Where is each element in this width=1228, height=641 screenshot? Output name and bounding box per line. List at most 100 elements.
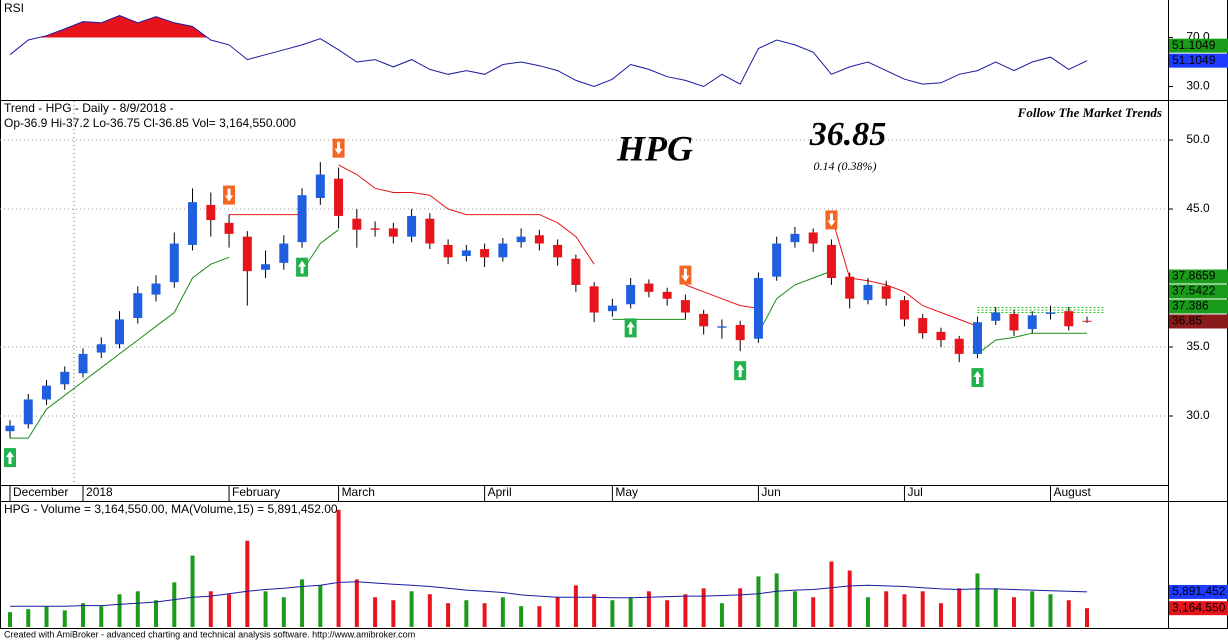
candle-body [461,250,471,256]
x-tick-label: Jun [761,485,780,499]
volume-bar [300,579,305,627]
candle-body [717,326,727,328]
x-tick-label: December [13,485,68,499]
x-tick-label: 2018 [86,485,113,499]
candle-body [425,218,435,244]
annotation: Follow The Market Trends [1017,105,1162,120]
volume-bar [117,594,122,627]
volume-bar [792,591,797,627]
candle-body [680,300,690,313]
volume-bar [957,588,962,627]
candle-body [991,312,1001,321]
volume-bar [8,612,12,627]
volume-bar [975,573,980,627]
rsi-title: RSI [4,1,24,15]
volume-bar [44,606,49,627]
volume-bar [902,594,907,627]
candle-body [188,202,198,245]
candle-body [936,331,946,341]
volume-bar [227,594,232,627]
volume-bar [665,600,670,627]
volume-bar [154,600,159,627]
sell-signal-arrow [334,141,343,155]
candle-body [334,178,344,216]
candle-body [5,425,15,432]
candle-body [261,264,271,270]
volume-bar [446,603,451,627]
volume-bar [81,603,86,627]
x-tick-label: August [1053,485,1091,499]
candle-body [388,228,398,237]
volume-bar [1048,594,1053,627]
x-tick-label: May [615,485,638,499]
candle-body [589,286,599,313]
candle-body [498,243,508,258]
candle-body [169,243,179,283]
candle-body [571,258,581,285]
axis-marker-label: 3,164,550 [1172,600,1226,614]
x-tick-label: March [342,485,375,499]
sell-signal [223,185,236,205]
candle-body [607,305,617,312]
volume-bar [847,570,852,627]
volume-bar [464,600,469,627]
sell-signal [332,138,345,158]
buy-signal [4,448,16,468]
candle-body [753,278,763,339]
candle-body [78,353,88,374]
volume-bar [920,591,925,627]
volume-legend: , MA(Volume,15) = 5,891,452.00 [164,502,337,516]
buy-signal-arrow [626,321,635,335]
volume-bar [811,597,816,627]
volume-bar [172,582,177,627]
volume-bar [938,603,943,627]
volume-bar [336,509,341,627]
candle-body [826,244,836,279]
volume-bar [281,597,286,627]
candle-body [315,174,325,199]
candle-body [899,300,909,320]
candle-body [115,319,125,345]
oversold-fill [10,86,1087,87]
volume-bar [26,609,31,627]
candle-body [863,284,873,301]
volume-bar [99,606,104,627]
volume-bar [865,597,870,627]
sell-signal [825,210,838,230]
y-tick-label: 45.0 [1186,201,1210,215]
trailing-stop [10,229,1087,439]
axis-marker-label: 37.8659 [1172,269,1216,283]
sell-signal-arrow [827,213,836,227]
volume-bar [573,585,578,627]
x-tick-label: April [488,485,512,499]
buy-signal-arrow [298,260,307,274]
candle-body [133,293,143,319]
volume-bar [519,606,524,627]
volume-bar [628,597,633,627]
footer: Created with AmiBroker - advanced charti… [4,629,415,639]
buy-signal [624,318,637,338]
axis-marker-box [1169,314,1228,329]
candle-body [662,291,672,299]
ohlc-summary: Op-36.9 Hi-37.2 Lo-36.75 Cl-36.85 Vol= 3… [4,116,296,130]
candle-body [352,218,362,230]
volume-bar [318,585,323,627]
axis-marker-label: 51.1049 [1172,38,1216,52]
trailing-stop [229,164,978,327]
candle-body [96,344,106,353]
candle-body [279,243,289,263]
buy-signal [296,257,309,277]
sell-signal [679,265,692,285]
axis-marker-box [1169,284,1228,299]
candle-body [644,283,654,292]
candle-body [23,399,33,425]
axis-marker-label: 51.1049 [1172,53,1216,67]
volume-bar [884,591,889,627]
volume-bar [1011,597,1016,627]
candle-body [534,235,544,244]
axis-marker-label: 36.85 [1172,314,1202,328]
candle-body [699,313,709,327]
candle-body [918,318,928,334]
volume-bar [683,594,688,627]
